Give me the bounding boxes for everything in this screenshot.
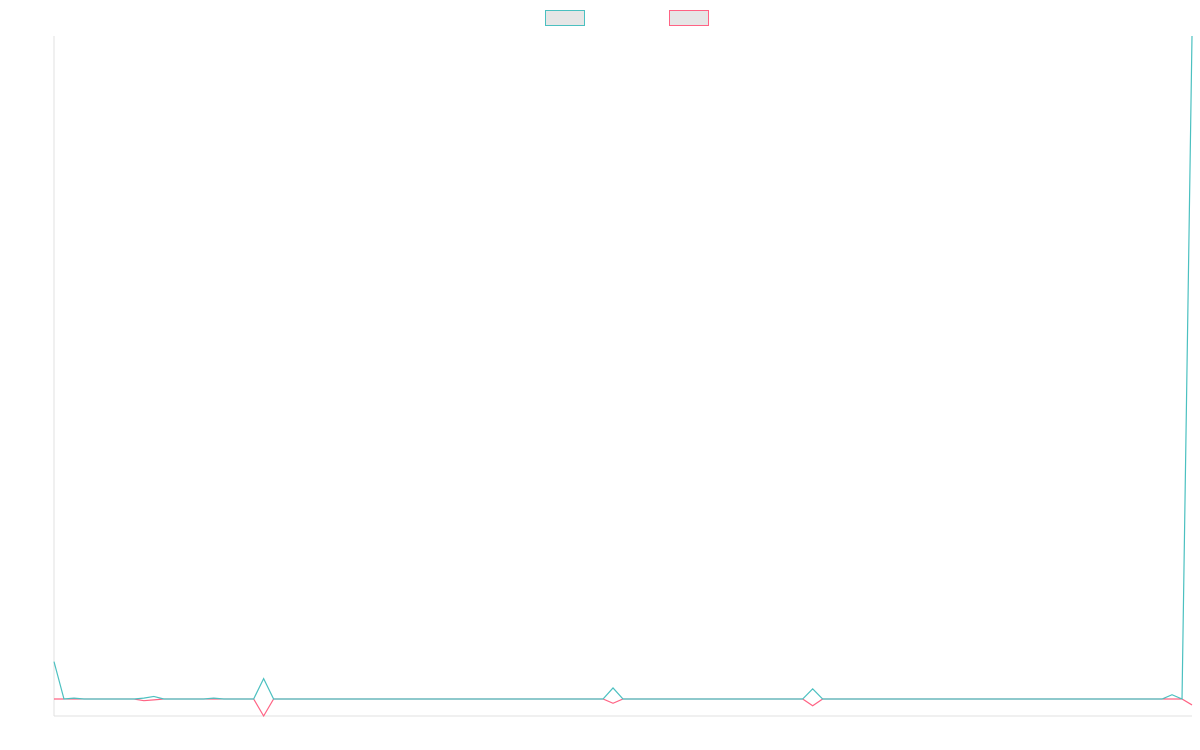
data-line — [54, 698, 1193, 718]
legend-swatch[interactable] — [545, 10, 585, 26]
legend-swatch[interactable] — [669, 10, 709, 26]
data-line — [53, 35, 1193, 700]
